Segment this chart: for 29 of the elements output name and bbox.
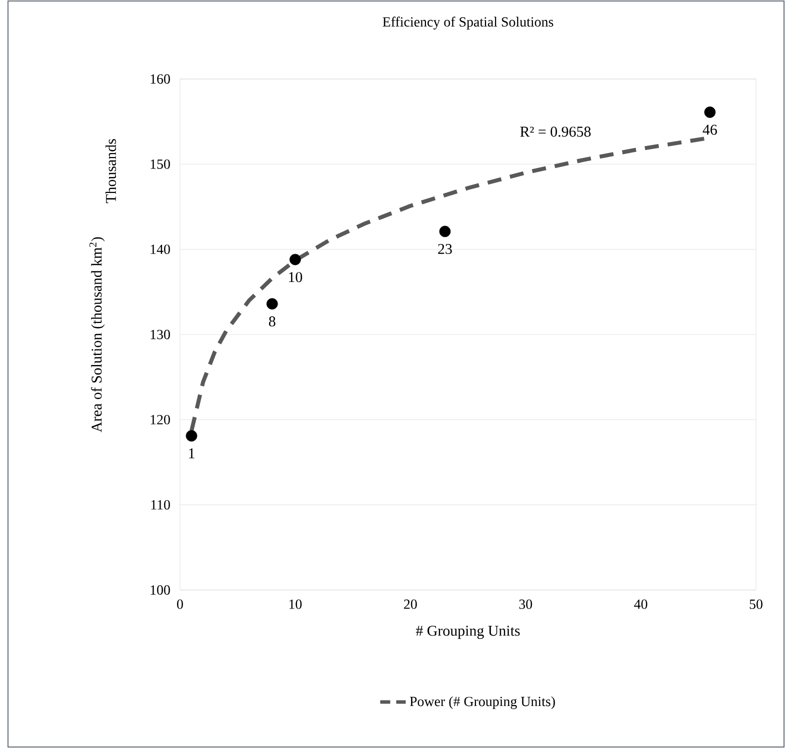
annotation: 23: [438, 244, 452, 254]
annotation: 10: [289, 272, 302, 282]
text: Thousands: [106, 139, 116, 204]
x-tick-label: 50: [750, 600, 762, 609]
y-tick-label: 160: [150, 74, 170, 84]
point: [266, 298, 278, 310]
y-tick-label: 110: [151, 500, 170, 510]
annotation: 8: [268, 316, 276, 326]
point: [186, 430, 198, 442]
x-axis-title: # Grouping Units: [416, 626, 520, 639]
y-axis-title: Area of Solution (thousand km$^{2}$): [89, 237, 105, 432]
chart-title: Efficiency of Spatial Solutions: [382, 16, 554, 30]
point: [290, 254, 301, 266]
x-tick-label: 40: [634, 600, 648, 609]
x-tick-label: 30: [519, 600, 532, 609]
point: [439, 226, 451, 238]
x-tick-label: 0: [177, 600, 183, 609]
annotation: 1: [189, 448, 194, 458]
y-tick-label: 140: [150, 244, 170, 254]
y-tick-label: 120: [150, 414, 170, 424]
annotation: 46: [702, 124, 717, 135]
y-tick-label: 150: [150, 159, 170, 169]
x-tick-label: 10: [289, 600, 302, 609]
y-tick-label: 130: [150, 330, 170, 340]
annotation: R² = 0.9658: [520, 126, 591, 137]
legend-label: Power (# Grouping Units): [410, 696, 555, 710]
y-tick-label: 100: [150, 585, 170, 595]
point: [704, 106, 716, 118]
x-tick-label: 20: [404, 600, 417, 609]
